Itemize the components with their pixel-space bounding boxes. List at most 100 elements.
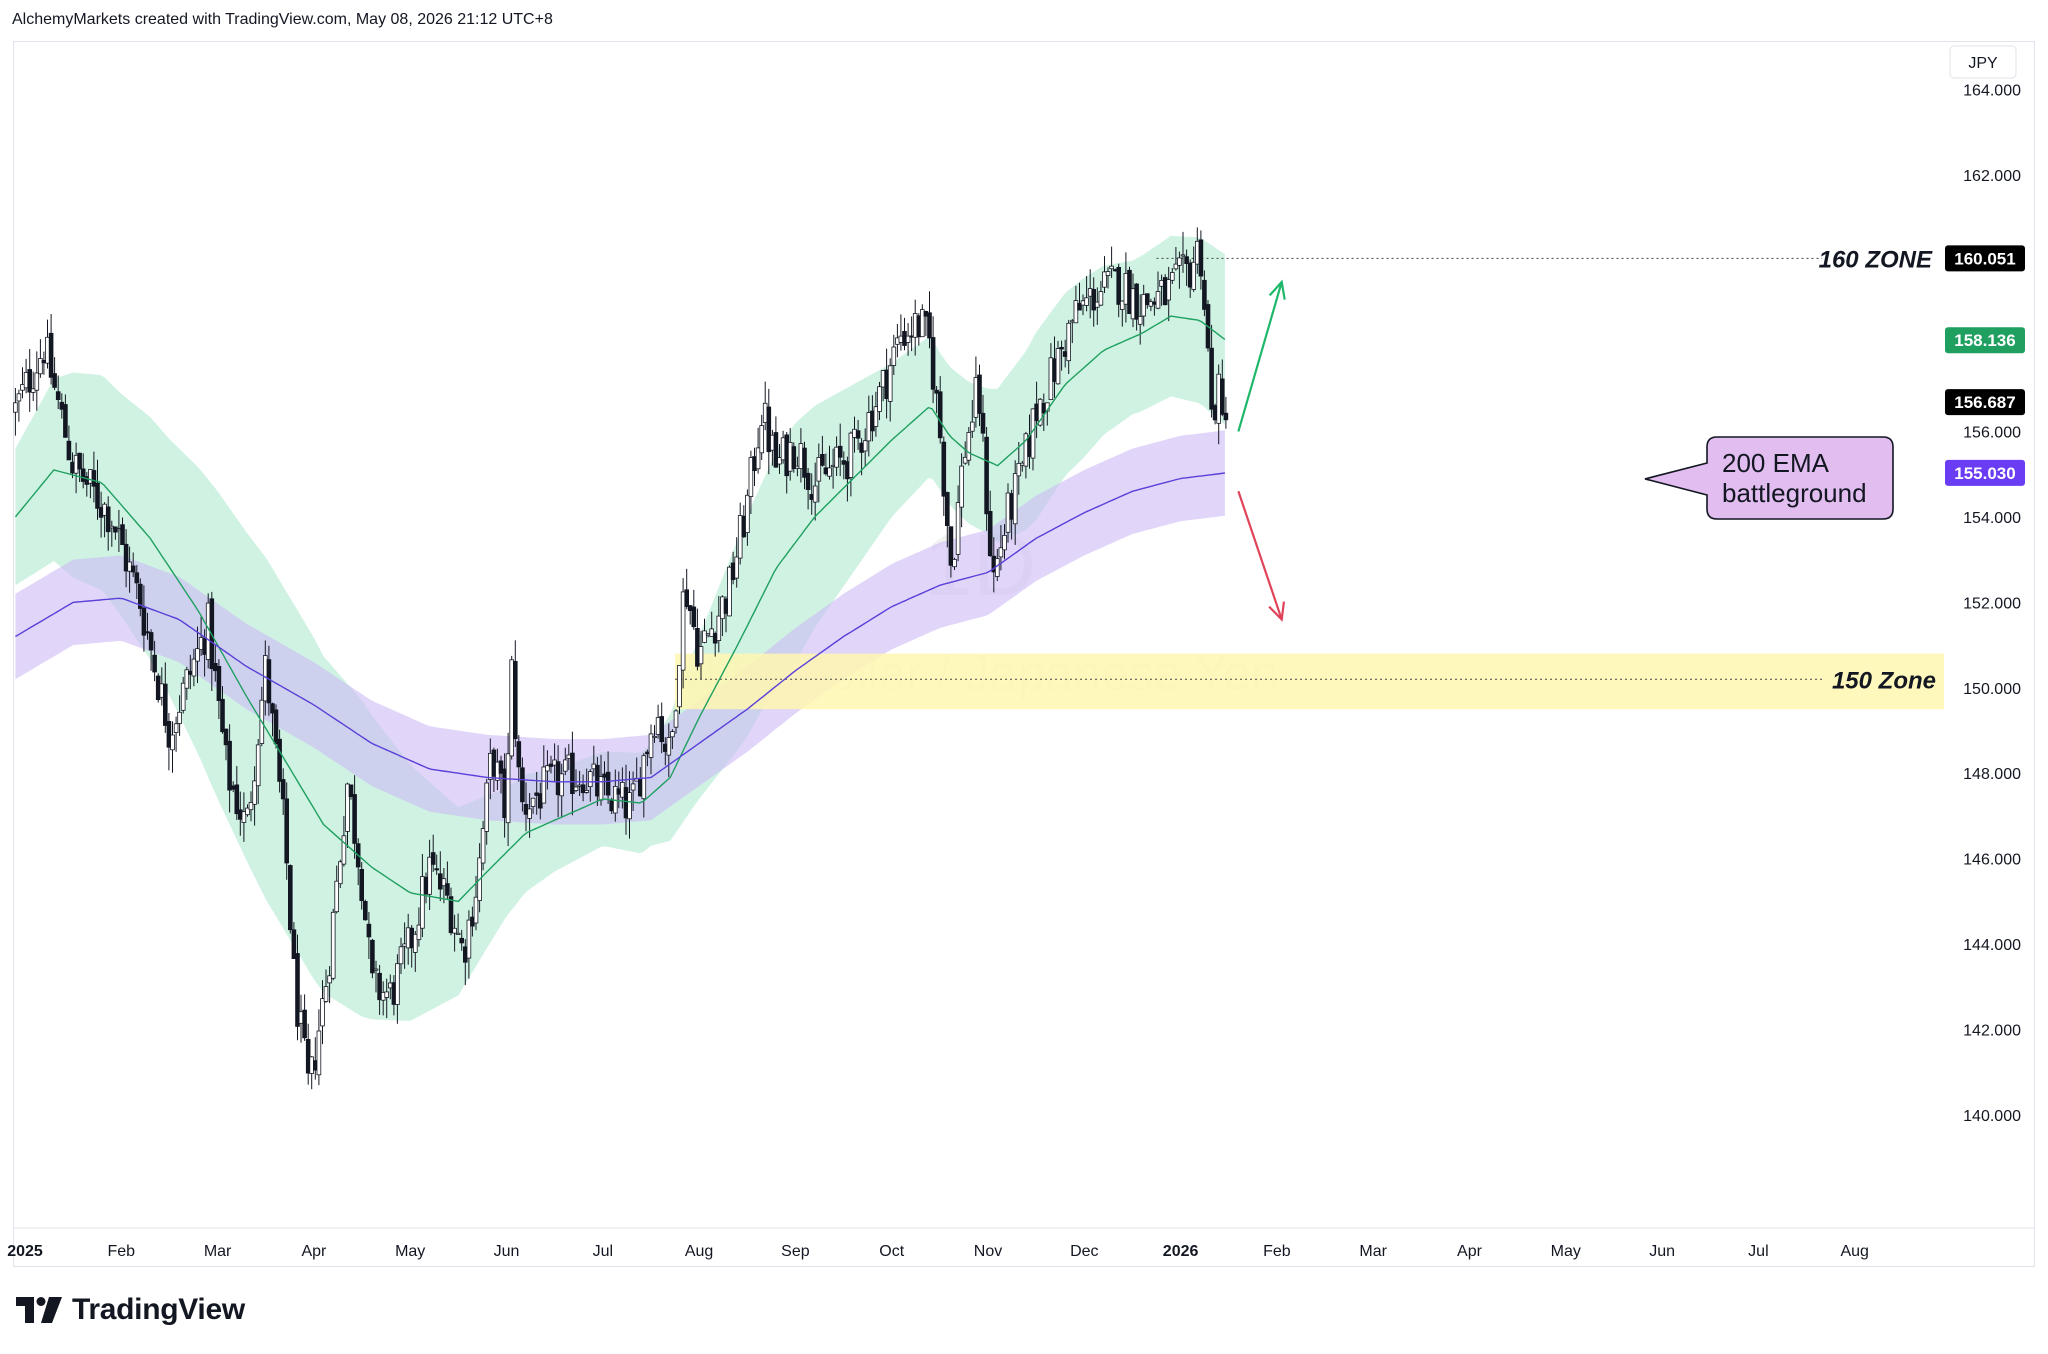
chart-frame xyxy=(13,41,2035,1267)
y-tick-label: 152.000 xyxy=(1963,595,2021,612)
currency-box xyxy=(1949,45,2017,79)
x-tick-label: Mar xyxy=(1359,1243,1387,1260)
candle-body xyxy=(13,402,18,413)
tradingview-brand[interactable]: TradingView xyxy=(16,1293,245,1327)
candle-body xyxy=(666,737,672,756)
candle-body xyxy=(1177,257,1182,266)
candle-body xyxy=(123,543,129,572)
candle-body xyxy=(480,828,486,864)
candle-body xyxy=(516,741,522,768)
candle-body xyxy=(573,786,579,791)
x-tick-label: Oct xyxy=(879,1243,904,1260)
candle-body xyxy=(709,628,714,637)
ema200-line xyxy=(15,472,1225,783)
candle-body xyxy=(341,835,347,865)
candle-body xyxy=(948,526,954,566)
candle-body xyxy=(305,1039,311,1074)
candle-body xyxy=(812,485,818,503)
ema-lines xyxy=(14,315,1226,903)
candle-body xyxy=(559,773,564,797)
candle-body xyxy=(1102,271,1107,288)
x-tick-label: May xyxy=(395,1243,425,1260)
x-tick-label: May xyxy=(1551,1243,1581,1260)
candle-body xyxy=(641,755,647,800)
candle-body xyxy=(966,432,972,461)
candle-body xyxy=(120,524,125,546)
candle-body xyxy=(184,669,190,689)
candle-body xyxy=(434,868,439,871)
candle-body xyxy=(134,572,140,584)
candle-body xyxy=(1191,261,1197,290)
callout-line2: battleground xyxy=(1722,478,1867,508)
candle-body xyxy=(177,711,182,724)
candle-body xyxy=(1066,322,1072,362)
candle-body xyxy=(998,547,1004,558)
candle-body xyxy=(141,607,147,636)
candle-body xyxy=(277,738,282,782)
x-tick-label: Jul xyxy=(1748,1243,1768,1260)
candle-body xyxy=(287,865,293,931)
candle-body xyxy=(816,456,822,482)
candle-body xyxy=(862,440,868,452)
candle-body xyxy=(877,386,882,412)
candle-body xyxy=(373,968,379,971)
x-tick-label: Aug xyxy=(1840,1243,1868,1260)
x-tick-label: 2026 xyxy=(1163,1243,1199,1260)
candle-body xyxy=(63,404,68,438)
candle-body xyxy=(1134,283,1139,320)
candle-body xyxy=(173,723,179,733)
zone-150-label: 150 Zone xyxy=(1832,667,1936,694)
candle-body xyxy=(937,391,943,439)
candle-body xyxy=(216,666,222,702)
candle-body xyxy=(234,784,240,815)
candle-body xyxy=(970,421,975,432)
price-tag xyxy=(1945,327,2025,354)
candle-body xyxy=(766,406,772,453)
candle-body xyxy=(323,986,329,1002)
price-tag xyxy=(1945,245,2025,272)
candle-body xyxy=(252,780,257,805)
candle-body xyxy=(16,393,22,402)
candle-body xyxy=(295,953,300,1027)
x-tick-label: Jun xyxy=(1649,1243,1675,1260)
candle-body xyxy=(284,798,289,864)
chart-attribution: AlchemyMarkets created with TradingView.… xyxy=(12,11,553,28)
candle-body xyxy=(1012,473,1018,525)
candle-body xyxy=(1170,272,1175,281)
candle-body xyxy=(791,446,797,470)
candle-body xyxy=(630,783,636,791)
price-tag-text: 155.030 xyxy=(1954,464,2015,483)
candle-body xyxy=(598,776,604,801)
candle-body xyxy=(891,346,897,366)
candle-body xyxy=(248,802,254,811)
candle-body xyxy=(927,312,932,339)
candle-body xyxy=(920,309,925,338)
candle-body xyxy=(1098,291,1104,306)
y-tick-label: 162.000 xyxy=(1963,168,2021,185)
candle-body xyxy=(541,766,547,804)
candle-body xyxy=(627,792,632,820)
candle-body xyxy=(513,661,518,740)
candle-body xyxy=(1073,300,1079,324)
candle-body xyxy=(530,797,536,808)
candle-body xyxy=(52,373,57,388)
x-tick-label: Feb xyxy=(108,1243,136,1260)
x-tick-label: Sep xyxy=(781,1243,810,1260)
candle-body xyxy=(302,1009,307,1039)
candle-body xyxy=(755,447,761,470)
candle-body xyxy=(855,430,861,439)
x-tick-label: Jul xyxy=(593,1243,613,1260)
candle-body xyxy=(166,721,172,748)
candle-body xyxy=(987,510,993,557)
y-tick-label: 148.000 xyxy=(1963,766,2021,783)
price-tag xyxy=(1945,459,2025,486)
candle-body xyxy=(195,648,200,662)
candle-body xyxy=(34,372,40,391)
candle-body xyxy=(270,703,275,714)
candle-body xyxy=(727,566,732,617)
candle-body xyxy=(1180,254,1186,257)
candle-body xyxy=(952,559,957,568)
zone-150-rect xyxy=(675,653,1944,710)
